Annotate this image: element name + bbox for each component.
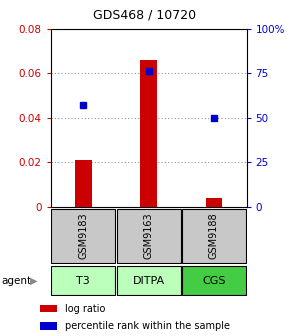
Bar: [51, 209, 115, 263]
Text: GSM9163: GSM9163: [144, 213, 154, 259]
Text: GSM9188: GSM9188: [209, 213, 219, 259]
Text: agent: agent: [1, 276, 32, 286]
Text: ▶: ▶: [30, 276, 37, 286]
Bar: [182, 209, 246, 263]
Bar: [75, 160, 92, 207]
Text: GDS468 / 10720: GDS468 / 10720: [93, 9, 197, 22]
Text: DITPA: DITPA: [133, 276, 165, 286]
Bar: [140, 60, 157, 207]
Bar: [182, 266, 246, 295]
Bar: [117, 266, 181, 295]
Text: percentile rank within the sample: percentile rank within the sample: [65, 321, 230, 331]
Bar: [117, 209, 181, 263]
Text: T3: T3: [77, 276, 90, 286]
Text: log ratio: log ratio: [65, 303, 105, 313]
Bar: [40, 305, 57, 312]
Bar: [40, 322, 57, 330]
Text: CGS: CGS: [202, 276, 226, 286]
Bar: [51, 266, 115, 295]
Text: GSM9183: GSM9183: [78, 213, 88, 259]
Bar: [206, 198, 222, 207]
